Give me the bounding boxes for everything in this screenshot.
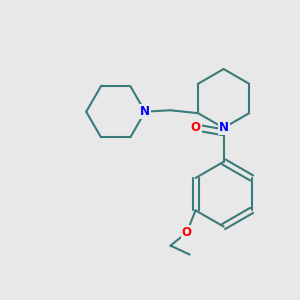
Text: O: O (190, 122, 201, 134)
Text: N: N (219, 122, 229, 134)
Text: O: O (182, 226, 192, 239)
Text: N: N (140, 105, 150, 118)
